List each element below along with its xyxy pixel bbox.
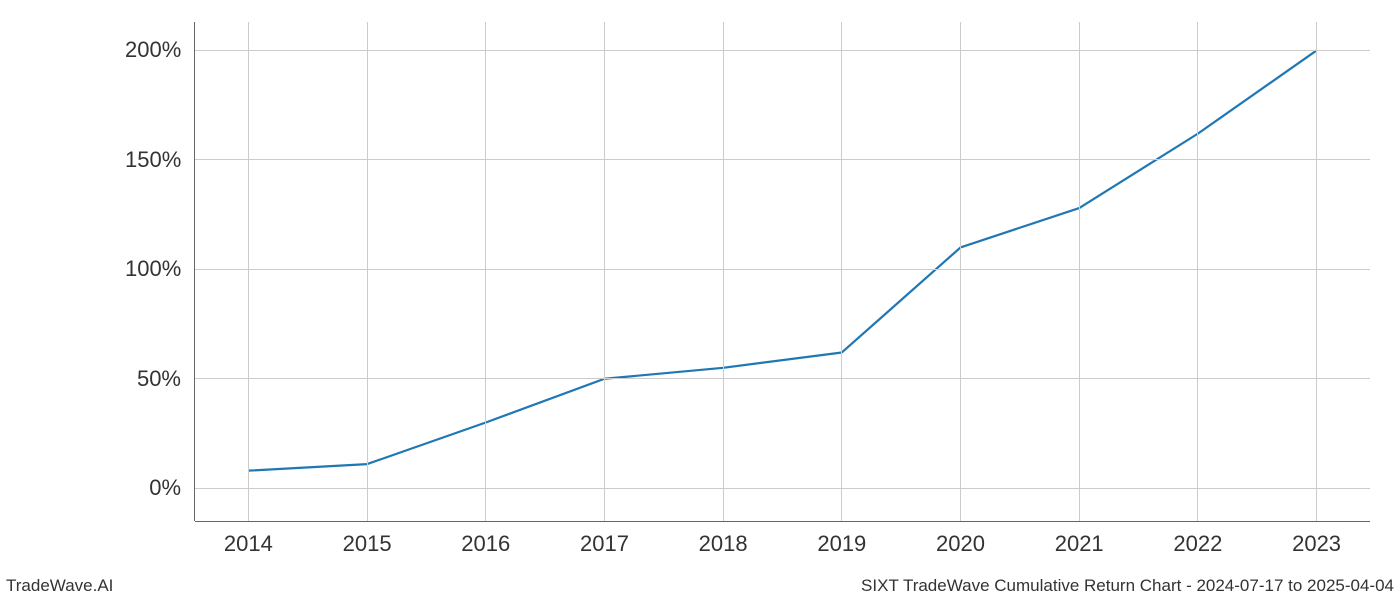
gridline-vertical — [1197, 22, 1198, 521]
y-tick-label: 150% — [125, 147, 181, 173]
gridline-vertical — [1316, 22, 1317, 521]
x-tick-label: 2020 — [936, 531, 985, 557]
gridline-vertical — [841, 22, 842, 521]
gridline-vertical — [248, 22, 249, 521]
gridline-vertical — [960, 22, 961, 521]
x-tick-label: 2022 — [1173, 531, 1222, 557]
footer-left-text: TradeWave.AI — [6, 576, 113, 596]
x-tick-label: 2014 — [224, 531, 273, 557]
gridline-horizontal — [195, 159, 1370, 160]
x-tick-label: 2019 — [817, 531, 866, 557]
y-tick-label: 100% — [125, 256, 181, 282]
y-tick-label: 50% — [125, 366, 181, 392]
x-tick-label: 2021 — [1055, 531, 1104, 557]
gridline-vertical — [1079, 22, 1080, 521]
footer-right-text: SIXT TradeWave Cumulative Return Chart -… — [861, 576, 1394, 596]
gridline-horizontal — [195, 378, 1370, 379]
y-tick-label: 200% — [125, 37, 181, 63]
x-tick-label: 2023 — [1292, 531, 1341, 557]
x-tick-label: 2018 — [699, 531, 748, 557]
chart-line-svg — [0, 0, 1400, 600]
gridline-vertical — [367, 22, 368, 521]
x-tick-label: 2017 — [580, 531, 629, 557]
gridline-horizontal — [195, 50, 1370, 51]
x-tick-label: 2015 — [343, 531, 392, 557]
y-axis-line — [194, 22, 195, 521]
x-axis-line — [195, 521, 1370, 522]
cumulative-return-line — [248, 50, 1316, 470]
x-tick-label: 2016 — [461, 531, 510, 557]
y-tick-label: 0% — [125, 475, 181, 501]
gridline-vertical — [485, 22, 486, 521]
gridline-horizontal — [195, 488, 1370, 489]
gridline-vertical — [723, 22, 724, 521]
chart-container: TradeWave.AI SIXT TradeWave Cumulative R… — [0, 0, 1400, 600]
gridline-vertical — [604, 22, 605, 521]
gridline-horizontal — [195, 269, 1370, 270]
